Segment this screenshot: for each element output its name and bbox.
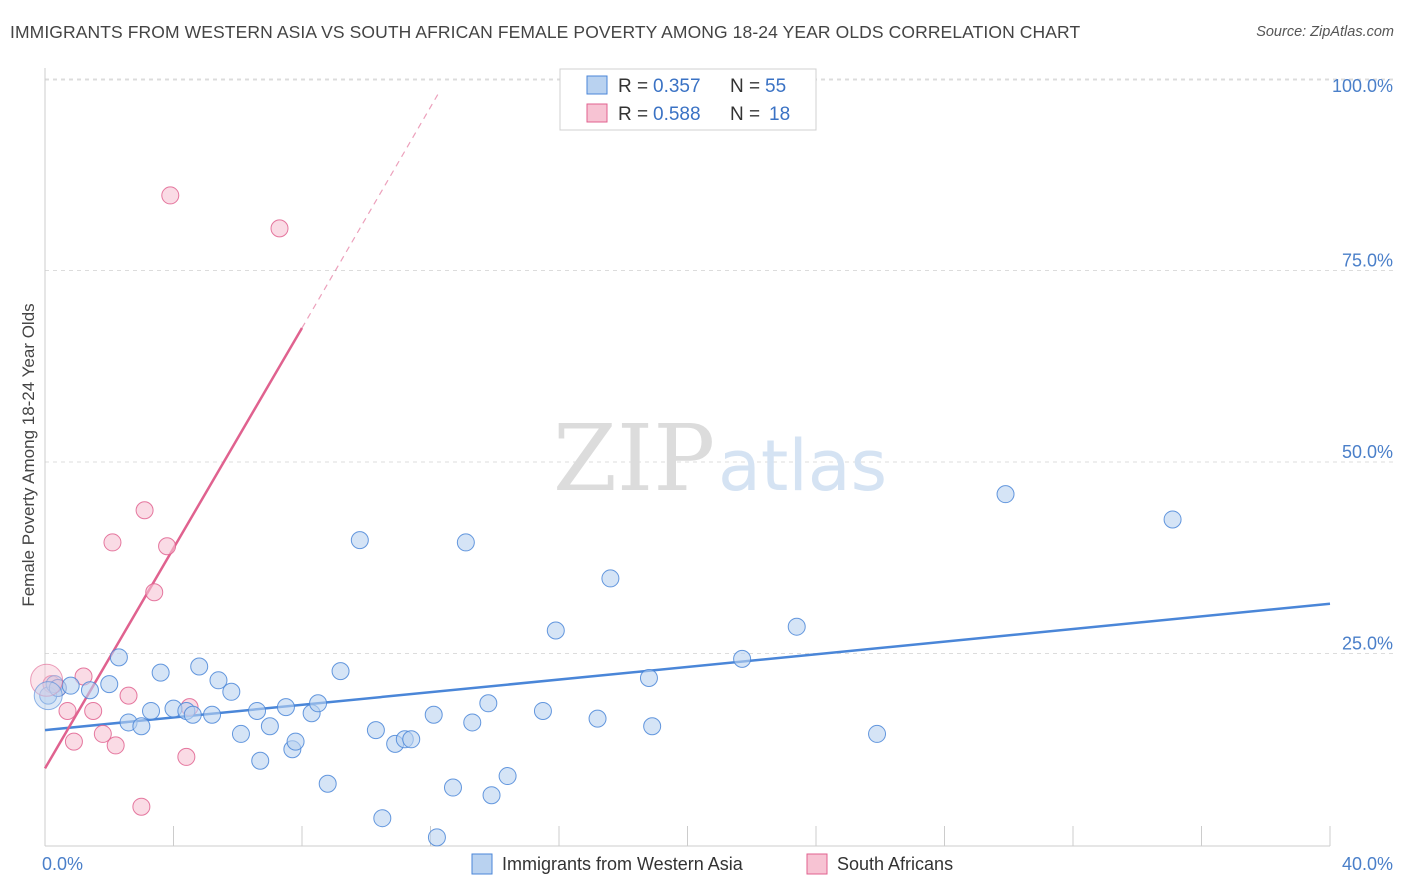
y-tick-label-75: 75.0% xyxy=(1342,251,1393,271)
western-asia-point-10 xyxy=(151,663,170,682)
legend-swatch-pink xyxy=(586,103,608,123)
bottom-legend-swatch-blue xyxy=(471,853,493,875)
western-asia-point-29 xyxy=(350,531,369,550)
south-africans-point-3 xyxy=(64,732,83,751)
western-asia-point-6 xyxy=(109,648,128,667)
western-asia-point-46 xyxy=(601,569,620,588)
y-tick-labels: 25.0% 50.0% 75.0% 100.0% xyxy=(1332,76,1393,654)
legend-r-label-2: R = xyxy=(618,104,648,125)
western-asia-point-42 xyxy=(498,767,517,786)
western-asia-point-45 xyxy=(588,709,607,728)
western-asia-point-35 xyxy=(424,705,443,724)
south-africans-point-11 xyxy=(135,501,154,520)
y-axis-label: Female Poverty Among 18-24 Year Olds xyxy=(19,303,38,606)
western-asia-point-47 xyxy=(639,669,658,688)
western-asia-point-52 xyxy=(996,485,1015,504)
trend-line-western-asia xyxy=(44,602,1331,732)
x-tick-label-0: 0.0% xyxy=(42,854,83,874)
y-tick-label-50: 50.0% xyxy=(1342,442,1393,462)
western-asia-point-28 xyxy=(331,662,350,681)
western-asia-point-14 xyxy=(190,657,209,676)
western-asia-point-26 xyxy=(309,694,328,713)
legend-n-value-2: 18 xyxy=(769,104,790,125)
source-label: Source: ZipAtlas.com xyxy=(1256,24,1394,40)
western-asia-point-37 xyxy=(443,778,462,797)
legend-n-label-1: N = xyxy=(730,76,760,97)
x-tick-label-40: 40.0% xyxy=(1342,854,1393,874)
western-asia-point-21 xyxy=(260,717,279,736)
legend-n-value-1: 55 xyxy=(765,76,786,97)
western-asia-point-large xyxy=(33,681,63,711)
western-asia-point-30 xyxy=(366,721,385,740)
western-asia-point-41 xyxy=(482,786,501,805)
western-asia-point-27 xyxy=(318,774,337,793)
western-asia-point-51 xyxy=(868,724,887,743)
legend-r-value-2: 0.588 xyxy=(653,104,701,125)
south-africans-point-10 xyxy=(132,797,151,816)
western-asia-point-34 xyxy=(402,730,421,749)
y-tick-label-25: 25.0% xyxy=(1342,634,1393,654)
south-africans-point-17 xyxy=(270,219,289,238)
trend-extension-south-africans xyxy=(301,90,441,329)
data-points xyxy=(30,186,1182,847)
watermark-zip: ZIP xyxy=(553,405,715,512)
western-asia-point-4 xyxy=(80,681,99,700)
western-asia-point-39 xyxy=(463,713,482,732)
western-asia-point-50 xyxy=(787,617,806,636)
legend-box: R = 0.357 N = 55 R = 0.588 N = 18 xyxy=(559,68,817,131)
western-asia-point-36 xyxy=(427,828,446,847)
legend-r-value-1: 0.357 xyxy=(653,76,701,97)
south-africans-point-14 xyxy=(161,186,180,205)
western-asia-point-13 xyxy=(183,705,202,724)
south-africans-point-15 xyxy=(177,747,196,766)
south-africans-point-9 xyxy=(119,686,138,705)
south-africans-point-6 xyxy=(93,724,112,743)
western-asia-point-15 xyxy=(203,705,222,724)
south-africans-point-8 xyxy=(106,736,125,755)
western-asia-point-16 xyxy=(209,671,228,690)
western-asia-point-5 xyxy=(100,675,119,694)
south-africans-point-13 xyxy=(158,537,177,556)
south-africans-point-5 xyxy=(84,701,103,720)
western-asia-point-40 xyxy=(479,694,498,713)
western-asia-point-49 xyxy=(733,649,752,668)
western-asia-point-38 xyxy=(456,533,475,552)
south-africans-point-2 xyxy=(58,701,77,720)
western-asia-point-31 xyxy=(373,809,392,828)
western-asia-point-19 xyxy=(248,701,267,720)
bottom-legend-label-pink: South Africans xyxy=(837,854,953,874)
western-asia-point-22 xyxy=(276,698,295,717)
western-asia-point-17 xyxy=(222,682,241,701)
south-africans-point-7 xyxy=(103,533,122,552)
western-asia-point-43 xyxy=(533,701,552,720)
western-asia-point-48 xyxy=(643,717,662,736)
western-asia-point-53 xyxy=(1163,510,1182,529)
western-asia-point-18 xyxy=(231,724,250,743)
legend-n-label-2: N = xyxy=(730,104,760,125)
chart-title: IMMIGRANTS FROM WESTERN ASIA VS SOUTH AF… xyxy=(10,22,1081,42)
x-tick-labels: 0.0% 40.0% xyxy=(42,854,1393,874)
bottom-legend-swatch-pink xyxy=(806,853,828,875)
watermark: ZIP atlas xyxy=(553,405,887,512)
western-asia-point-3 xyxy=(61,676,80,695)
bottom-legend: Immigrants from Western Asia South Afric… xyxy=(471,853,953,875)
grid-lines xyxy=(45,78,1393,654)
south-africans-point-12 xyxy=(145,583,164,602)
western-asia-point-44 xyxy=(546,621,565,640)
bottom-legend-label-blue: Immigrants from Western Asia xyxy=(502,854,744,874)
western-asia-point-8 xyxy=(132,717,151,736)
western-asia-point-9 xyxy=(142,701,161,720)
watermark-atlas: atlas xyxy=(718,425,887,507)
western-asia-point-24 xyxy=(286,732,305,751)
legend-swatch-blue xyxy=(586,75,608,95)
legend-r-label-1: R = xyxy=(618,76,648,97)
western-asia-point-20 xyxy=(251,751,270,770)
y-tick-label-100: 100.0% xyxy=(1332,76,1393,96)
